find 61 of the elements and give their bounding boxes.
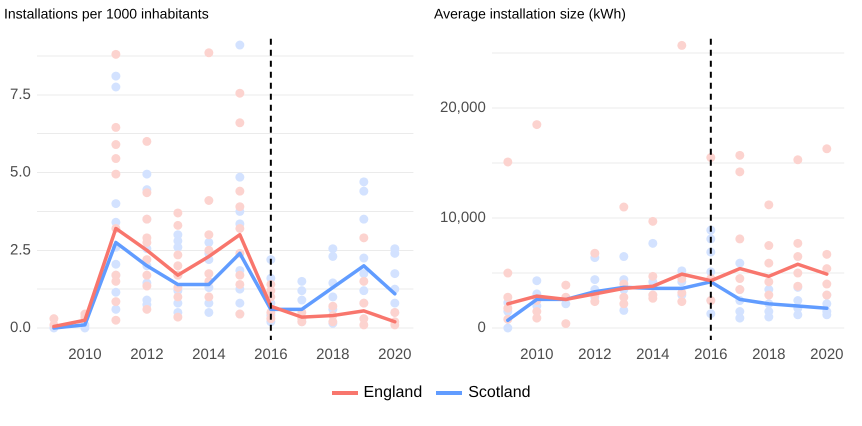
- x-tick-label: 2010: [520, 346, 554, 364]
- x-tick-label: 2014: [192, 346, 226, 364]
- point: [822, 264, 832, 274]
- legend-label: England: [364, 384, 422, 402]
- point: [561, 280, 570, 290]
- point: [764, 290, 774, 300]
- x-tick-label: 2012: [130, 346, 164, 364]
- point: [648, 238, 658, 248]
- point: [764, 200, 774, 210]
- point: [735, 258, 744, 268]
- y-tick-label: 10,000: [440, 209, 486, 226]
- point: [735, 314, 744, 323]
- x-tick-label: 2012: [578, 346, 612, 364]
- point: [648, 216, 658, 226]
- x-tick-label: 2016: [694, 346, 728, 364]
- point: [764, 277, 774, 286]
- point: [793, 252, 802, 262]
- chart-title: Installations per 1000 inhabitants: [4, 5, 209, 22]
- point: [619, 252, 628, 262]
- y-tick-label: 7.5: [10, 86, 31, 103]
- x-tick-label: 2018: [752, 346, 786, 364]
- point: [822, 144, 832, 154]
- point: [822, 280, 832, 289]
- point: [793, 238, 802, 248]
- point: [793, 296, 802, 306]
- point: [677, 40, 686, 50]
- point: [532, 120, 542, 130]
- y-tick-label: 0: [478, 319, 486, 336]
- point: [532, 314, 542, 323]
- point: [735, 234, 744, 244]
- point: [503, 324, 512, 332]
- point: [677, 297, 686, 306]
- point: [764, 258, 774, 268]
- point: [503, 292, 512, 302]
- point: [503, 157, 512, 166]
- y-tick-label: 2.5: [10, 241, 31, 258]
- point: [764, 241, 774, 250]
- point: [619, 202, 628, 212]
- point: [735, 150, 744, 160]
- point: [648, 272, 658, 281]
- y-tick-label: 20,000: [440, 99, 486, 116]
- x-tick-label: 2014: [636, 346, 670, 364]
- point: [503, 268, 512, 278]
- x-tick-label: 2020: [810, 346, 844, 364]
- x-tick-label: 2018: [316, 346, 350, 364]
- point: [590, 248, 600, 258]
- point: [735, 274, 744, 284]
- y-tick-label: 0.0: [10, 319, 31, 336]
- point: [532, 276, 542, 286]
- chart-title: Average installation size (kWh): [434, 5, 626, 22]
- y-tick-label: 5.0: [10, 164, 31, 181]
- legend-label: Scotland: [468, 384, 530, 402]
- point: [793, 268, 802, 278]
- x-tick-label: 2016: [254, 346, 288, 364]
- point: [735, 167, 744, 176]
- point: [793, 155, 802, 164]
- x-tick-label: 2010: [68, 346, 102, 364]
- point: [822, 250, 832, 259]
- x-tick-label: 2020: [378, 346, 412, 364]
- point: [561, 319, 570, 328]
- point: [590, 275, 600, 284]
